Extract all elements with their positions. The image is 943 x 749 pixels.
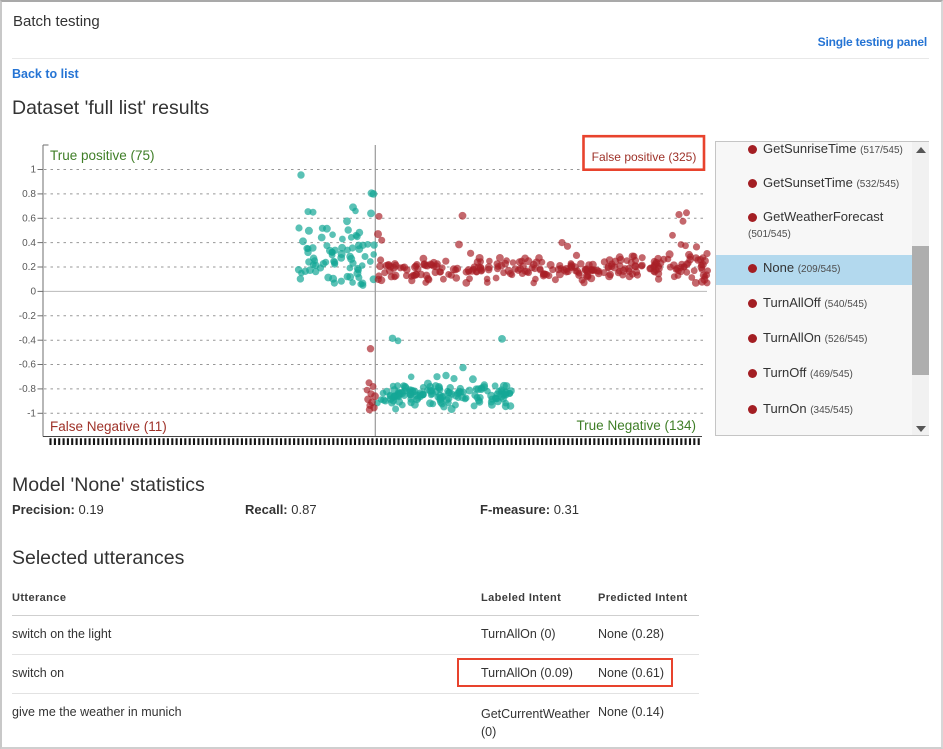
svg-text:True positive (75): True positive (75) [50, 148, 155, 163]
svg-text:0: 0 [30, 287, 36, 298]
svg-text:-0.8: -0.8 [19, 384, 37, 395]
svg-text:0.2: 0.2 [22, 262, 36, 273]
svg-text:-1: -1 [27, 409, 36, 420]
svg-text:0.4: 0.4 [22, 238, 36, 249]
svg-text:False positive (325): False positive (325) [592, 150, 697, 164]
svg-text:False Negative (11): False Negative (11) [50, 419, 167, 434]
svg-text:0.8: 0.8 [22, 189, 36, 200]
svg-text:-0.4: -0.4 [19, 335, 37, 346]
svg-text:1: 1 [30, 165, 36, 176]
svg-text:0.6: 0.6 [22, 214, 36, 225]
svg-text:True Negative (134): True Negative (134) [576, 418, 696, 433]
svg-text:-0.6: -0.6 [19, 360, 37, 371]
svg-text:-0.2: -0.2 [19, 311, 37, 322]
